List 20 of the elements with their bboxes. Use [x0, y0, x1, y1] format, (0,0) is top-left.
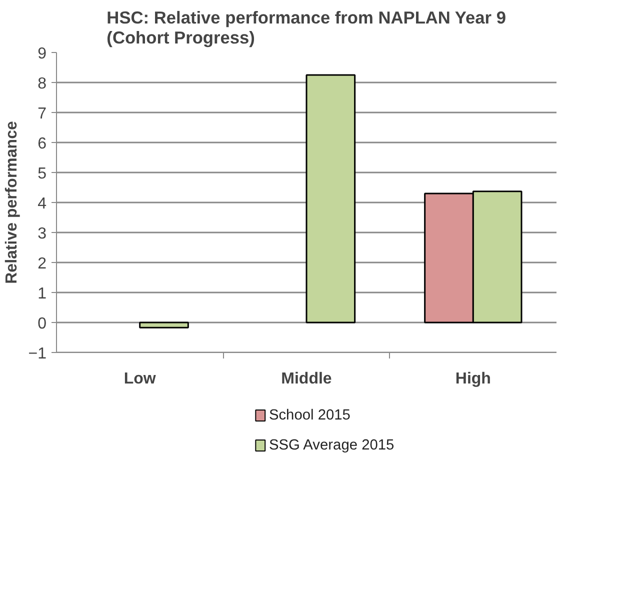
y-tick-label: 9 [38, 46, 47, 62]
y-tick-label: 5 [38, 166, 47, 182]
y-tick-label: 8 [38, 76, 47, 92]
bar [306, 74, 356, 324]
y-tick-label: −1 [28, 346, 47, 362]
y-tick-label: 0 [38, 316, 47, 332]
y-tick-label: 1 [38, 286, 47, 302]
y-tick-label: 6 [38, 136, 47, 152]
y-axis-title: Relative performance [3, 121, 20, 284]
legend-label: School 2015 [268, 408, 350, 424]
x-tick-label: Middle [281, 370, 332, 388]
y-tick-label: 7 [38, 106, 47, 122]
y-tick-label: 4 [38, 196, 47, 212]
y-tick-label: 3 [38, 226, 47, 242]
x-tick-label: High [455, 370, 491, 388]
bar [139, 322, 189, 328]
chart-title: HSC: Relative performance from NAPLAN Year 9 (Cohort Progress) [106, 8, 506, 48]
x-tick-label: Low [124, 370, 156, 388]
y-tick-label: 2 [38, 256, 47, 272]
legend-label: SSG Average 2015 [268, 438, 394, 454]
